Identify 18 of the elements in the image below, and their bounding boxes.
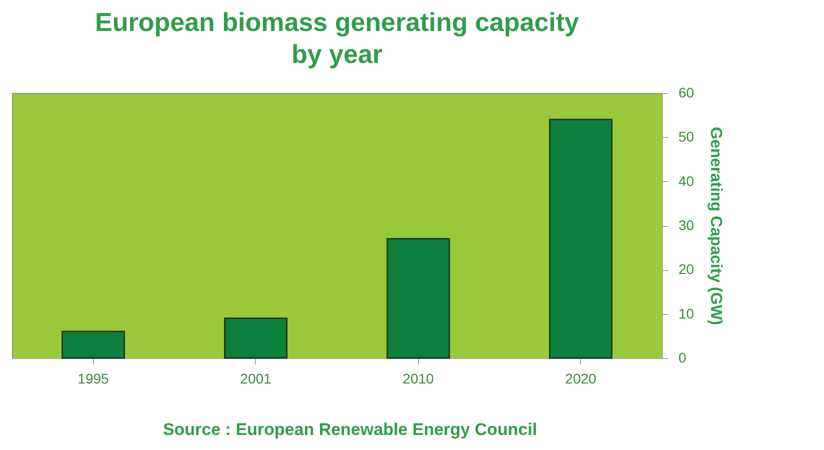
- x-tick-label: 2010: [402, 370, 434, 386]
- y-tick-label: 60: [678, 84, 694, 100]
- source-note: Source : European Renewable Energy Council: [162, 420, 538, 440]
- y-tick-label: 40: [678, 172, 694, 189]
- x-tick-label: 1995: [78, 370, 110, 386]
- x-tick-label: 2001: [240, 370, 272, 386]
- y-tick-label: 50: [678, 128, 694, 145]
- bar: [549, 118, 612, 359]
- bar: [386, 238, 450, 359]
- y-tick-label: 20: [678, 261, 694, 278]
- y-axis-title: Generating Capacity (GW): [707, 126, 724, 326]
- bar: [224, 318, 288, 359]
- y-tick-label: 30: [678, 217, 694, 233]
- y-tick-label: 10: [678, 305, 694, 322]
- x-tick-label: 2020: [565, 370, 597, 386]
- bar: [62, 330, 125, 359]
- chart-title: European biomass generating capacity by year: [94, 7, 580, 69]
- y-tick-label: 0: [678, 350, 686, 366]
